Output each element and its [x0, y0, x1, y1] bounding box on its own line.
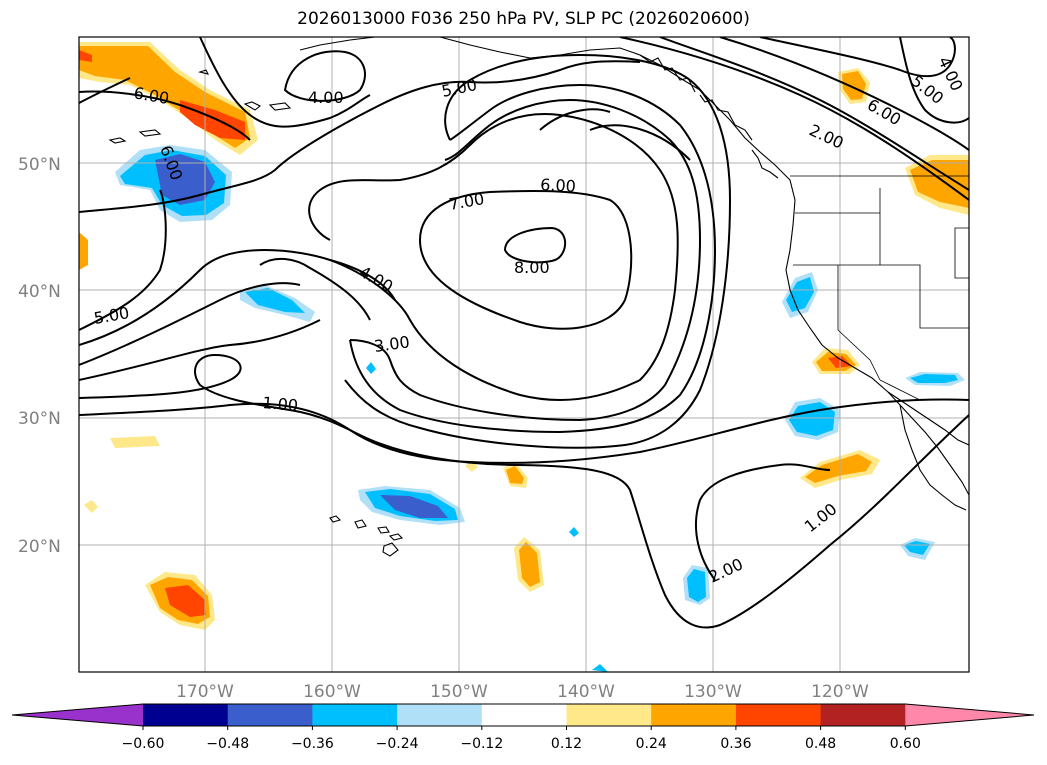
pv-negative-region: [786, 277, 814, 312]
slp-contour: [79, 90, 251, 141]
lat-label: 50°N: [18, 155, 61, 175]
contour-label: 8.00: [514, 258, 550, 277]
pv-positive-region: [506, 466, 524, 484]
slp-contour: [79, 77, 131, 104]
slp-contour: [694, 463, 831, 581]
contour-label: 3.00: [373, 332, 411, 356]
pv-negative-region: [592, 664, 608, 672]
lon-labels: 170°W 160°W 150°W 140°W 130°W 120°W: [176, 682, 869, 702]
lon-label: 140°W: [557, 682, 615, 702]
colorbar-tick-label: −0.48: [206, 736, 249, 752]
colorbar-extend-high: [905, 704, 1034, 726]
colorbar-tick-label: 0.12: [551, 736, 582, 752]
slp-contour: [418, 189, 633, 330]
pv-negative-region: [789, 402, 835, 436]
lon-label: 120°W: [811, 682, 869, 702]
slp-contour: [79, 113, 679, 401]
pv-positive-region: [842, 71, 866, 100]
colorbar-segment: [227, 704, 313, 726]
colorbar-tick-label: −0.36: [291, 736, 334, 752]
pv-negative-region: [380, 495, 448, 518]
colorbar-segment: [566, 704, 652, 726]
slp-contour: [899, 37, 969, 124]
slp-contour: [79, 60, 641, 213]
pv-positive-region: [519, 542, 540, 587]
colorbar-tick-label: −0.12: [460, 736, 503, 752]
pv-positive-region: [79, 50, 92, 62]
slp-contour: [539, 108, 611, 131]
colorbar-segment: [651, 704, 737, 726]
colorbar-tick-label: 0.24: [636, 736, 667, 752]
pv-negative-region: [245, 288, 305, 313]
slp-contour: [344, 53, 732, 449]
pv-positive-region: [79, 232, 88, 270]
contour-label: 1.00: [262, 393, 299, 415]
colorbar-segment: [735, 704, 822, 726]
slp-contour: [719, 37, 969, 151]
colorbar-ticks: −0.60 −0.48 −0.36 −0.24 −0.12 0.12 0.24 0.36 0.4…: [122, 726, 921, 752]
slp-contour: [759, 37, 956, 78]
lat-label: 20°N: [18, 537, 61, 557]
colorbar-segment: [820, 704, 906, 726]
colorbar-tick-label: 0.60: [890, 736, 921, 752]
colorbar-segment: [143, 704, 229, 726]
coastlines: [108, 37, 969, 557]
pv-positive-region: [805, 454, 872, 483]
slp-contour: [659, 37, 969, 191]
pv-anomaly-fills: [79, 42, 969, 672]
pv-positive-region: [165, 585, 206, 617]
colorbar-tick-label: 0.36: [720, 736, 751, 752]
slp-contour: [79, 282, 301, 366]
slp-contour: [79, 319, 321, 381]
slp-contour: [79, 189, 167, 331]
lon-label: 130°W: [684, 682, 742, 702]
lon-label: 160°W: [303, 682, 361, 702]
lat-label: 30°N: [18, 409, 61, 429]
contour-label: 4.00: [308, 88, 344, 107]
slp-contour: [79, 353, 969, 629]
slp-contour: [503, 226, 567, 264]
slp-contour: [329, 259, 396, 301]
slp-contour: [79, 398, 969, 464]
colorbar-extend-low: [12, 704, 143, 726]
slp-contour: [259, 257, 371, 321]
pv-negative-region: [687, 569, 706, 602]
pv-positive-region: [910, 160, 969, 208]
colorbar-segment: [397, 704, 483, 726]
pv-negative-region: [569, 527, 579, 537]
lon-label: 170°W: [176, 682, 234, 702]
pv-positive-region: [465, 460, 478, 472]
slp-contour: [349, 83, 717, 434]
slp-contour: [619, 37, 969, 201]
slp-contours: [79, 37, 969, 629]
colorbar-segment: [481, 704, 567, 726]
pv-negative-region: [910, 374, 958, 383]
map-frame: [78, 36, 970, 673]
colorbar-tick-label: 0.48: [805, 736, 836, 752]
contour-label: 6.00: [540, 175, 577, 196]
colorbar: [11, 703, 1035, 727]
lat-labels: 50°N 40°N 30°N 20°N: [18, 155, 61, 557]
pv-positive-region: [84, 500, 98, 513]
map-title: 2026013000 F036 250 hPa PV, SLP PC (2026…: [297, 9, 750, 29]
pv-positive-region: [110, 436, 160, 448]
slp-contour: [283, 50, 366, 102]
pv-negative-region: [366, 362, 376, 374]
lon-label: 150°W: [430, 682, 488, 702]
slp-contour: [589, 124, 691, 161]
slp-contour: [199, 37, 371, 128]
lat-label: 40°N: [18, 282, 61, 302]
colorbar-segment: [312, 704, 398, 726]
colorbar-tick-label: −0.24: [376, 736, 419, 752]
slp-contour: [349, 98, 702, 422]
graticule: [79, 37, 969, 672]
pv-negative-region: [155, 154, 215, 205]
colorbar-tick-label: −0.60: [122, 736, 165, 752]
